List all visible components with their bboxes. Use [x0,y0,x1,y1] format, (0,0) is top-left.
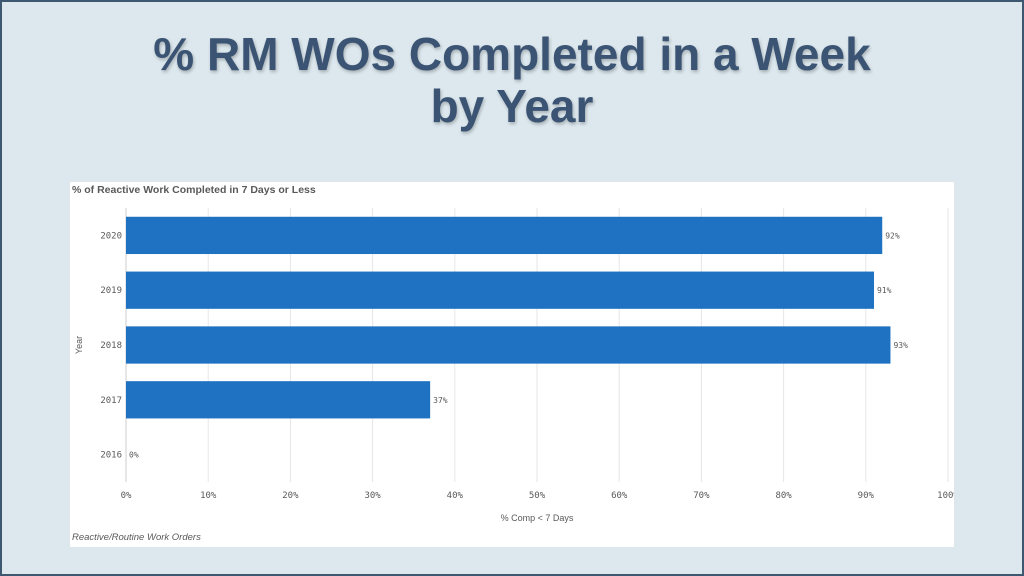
y-tick-label: 2020 [100,231,122,241]
bar [126,326,891,364]
y-tick-label: 2017 [100,396,122,406]
x-tick-label: 70% [693,491,710,501]
bar [126,271,875,309]
data-label: 91% [877,286,892,295]
chart-panel: % of Reactive Work Completed in 7 Days o… [70,182,954,547]
chart-title: % of Reactive Work Completed in 7 Days o… [72,184,316,196]
y-tick-label: 2018 [100,341,122,351]
bar [126,381,431,419]
x-tick-label: 30% [364,491,381,501]
x-tick-label: 90% [858,491,875,501]
y-axis-title: Year [74,336,84,354]
data-label: 92% [885,231,900,240]
x-tick-label: 10% [200,491,217,501]
y-tick-label: 2019 [100,286,122,296]
y-tick-label: 2016 [100,451,122,461]
x-tick-label: 60% [611,491,628,501]
x-tick-label: 20% [282,491,299,501]
x-axis-title: % Comp < 7 Days [501,513,574,523]
bar [126,216,883,255]
x-tick-label: 0% [121,491,132,501]
chart-footnote: Reactive/Routine Work Orders [72,532,201,543]
slide-title: % RM WOs Completed in a Week by Year [0,28,1024,132]
slide-title-line-2: by Year [430,80,594,132]
data-label: 37% [433,396,448,405]
data-label: 0% [129,451,139,460]
x-tick-label: 80% [775,491,792,501]
x-tick-label: 40% [447,491,464,501]
data-label: 93% [893,341,908,350]
x-tick-label: 50% [529,491,546,501]
slide-title-line-1: % RM WOs Completed in a Week [153,28,871,80]
x-tick-label: 100% [937,491,954,501]
bar-chart: 0% 10% 20% 30% 40% 50% 60% 70% 80% 90% 100% 2020 92%… [74,208,954,523]
